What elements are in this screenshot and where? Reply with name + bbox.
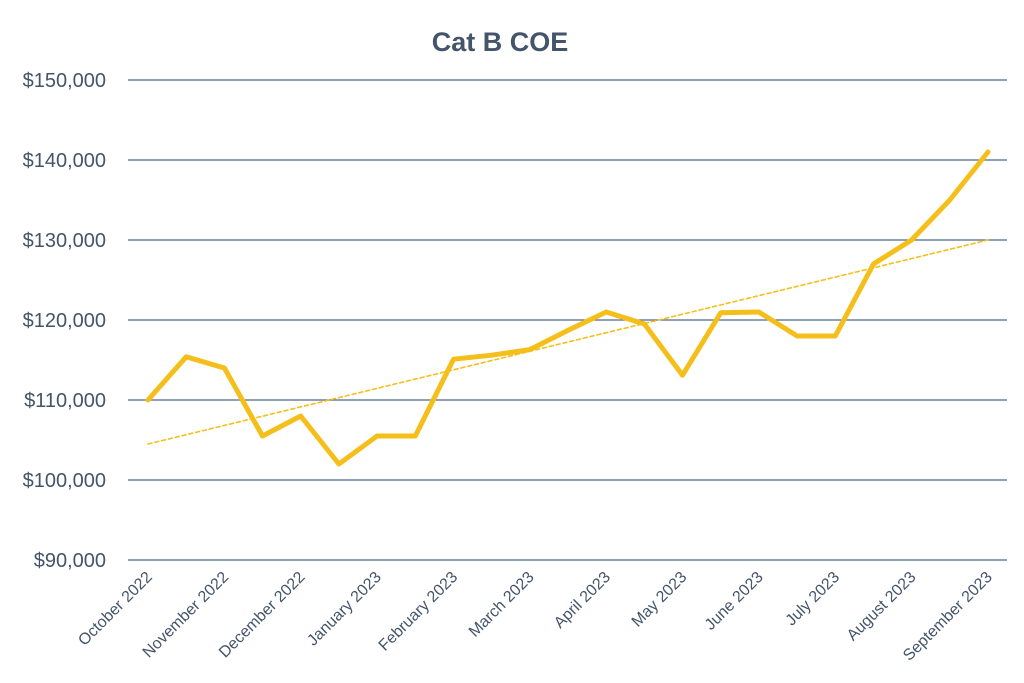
x-tick-label: May 2023 xyxy=(629,569,691,631)
x-tick-label: February 2023 xyxy=(376,569,462,655)
series-line xyxy=(145,149,991,467)
x-tick-label: August 2023 xyxy=(844,569,920,645)
x-tick-label: April 2023 xyxy=(551,569,614,632)
y-tick-label: $110,000 xyxy=(24,390,106,412)
trendline xyxy=(147,239,989,445)
x-tick-label: January 2023 xyxy=(304,569,385,650)
y-tick-label: $130,000 xyxy=(23,230,106,252)
chart-title: Cat B COE xyxy=(432,27,569,57)
y-tick-label: $140,000 xyxy=(23,150,106,172)
x-tick-label: March 2023 xyxy=(466,569,538,641)
y-tick-label: $90,000 xyxy=(34,550,106,572)
x-tick-label: July 2023 xyxy=(783,569,844,630)
x-tick-label: June 2023 xyxy=(702,569,767,634)
y-axis: $90,000 $100,000 $110,000 $120,000 $130,000 $… xyxy=(23,70,106,572)
gridlines xyxy=(128,79,1007,561)
y-tick-label: $100,000 xyxy=(23,470,106,492)
y-tick-label: $150,000 xyxy=(23,70,106,92)
x-tick-label: October 2022 xyxy=(75,569,156,650)
y-tick-label: $120,000 xyxy=(23,310,106,332)
series-layer xyxy=(145,149,991,467)
